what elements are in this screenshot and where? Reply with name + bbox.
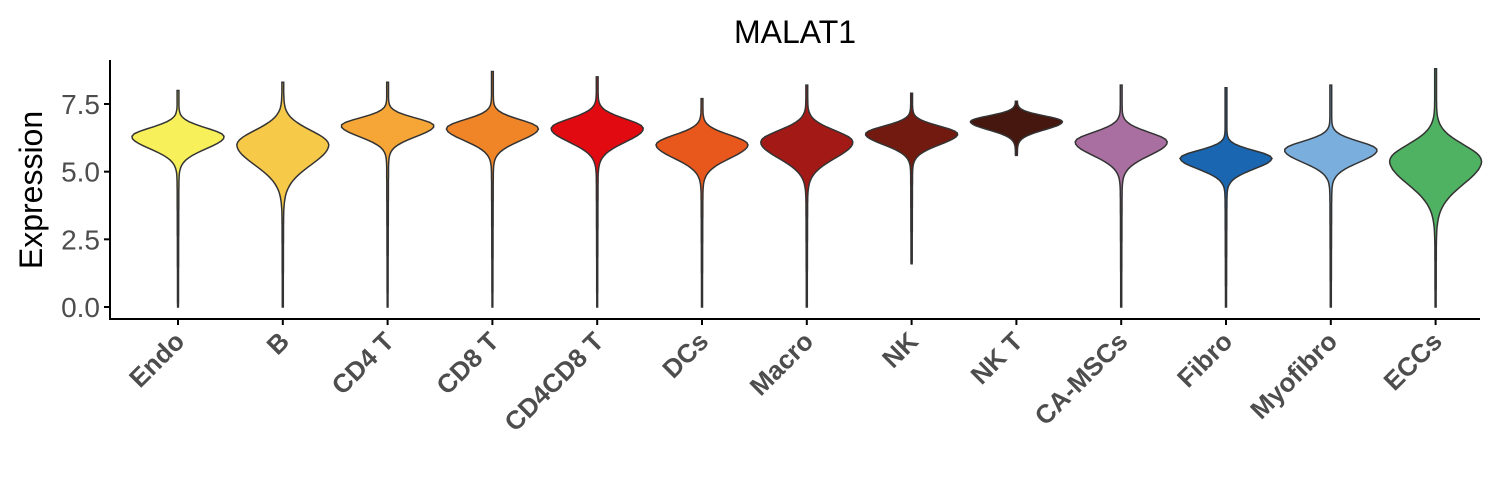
violin-eccs <box>1388 68 1483 308</box>
violin-fibro <box>1179 87 1273 308</box>
violin-cd4cd8-t <box>550 76 644 308</box>
axes <box>109 60 1480 320</box>
chart-title: MALAT1 <box>734 14 856 50</box>
violin-endo <box>131 89 225 308</box>
violin-macro <box>760 84 854 308</box>
y-tick-label: 5.0 <box>61 157 100 188</box>
plot-area <box>131 68 1483 308</box>
x-tick-label: NK <box>876 326 924 374</box>
violin-myofibro <box>1284 84 1378 308</box>
x-tick-label: Macro <box>744 326 819 401</box>
y-tick-label: 0.0 <box>61 292 100 323</box>
x-tick-label: CD8 T <box>430 326 504 400</box>
violin-cd8-t <box>445 70 540 308</box>
x-tick-label: CD4CD8 T <box>498 326 609 437</box>
x-tick-label: NK T <box>965 326 1029 390</box>
violin-ca-mscs <box>1074 84 1168 308</box>
x-tick-label: Myofibro <box>1244 326 1343 425</box>
x-tick-label: CA-MSCs <box>1028 326 1133 431</box>
x-tick-label: Endo <box>123 326 190 393</box>
x-tick-label: DCs <box>656 326 714 384</box>
violin-nk <box>864 92 959 265</box>
violin-b <box>236 81 330 308</box>
y-axis-label: Expression <box>13 111 49 269</box>
violin-nk-t <box>969 100 1064 157</box>
y-ticks: 0.0 2.5 5.0 7.5 <box>61 89 110 323</box>
y-tick-label: 7.5 <box>61 89 100 120</box>
y-tick-label: 2.5 <box>61 224 100 255</box>
x-tick-label: CD4 T <box>326 326 400 400</box>
violin-cd4-t <box>340 81 435 308</box>
x-tick-label: ECCs <box>1378 326 1448 396</box>
x-tick-label: Fibro <box>1171 326 1238 393</box>
x-tick-label: B <box>261 326 295 360</box>
violin-dcs <box>655 97 749 308</box>
